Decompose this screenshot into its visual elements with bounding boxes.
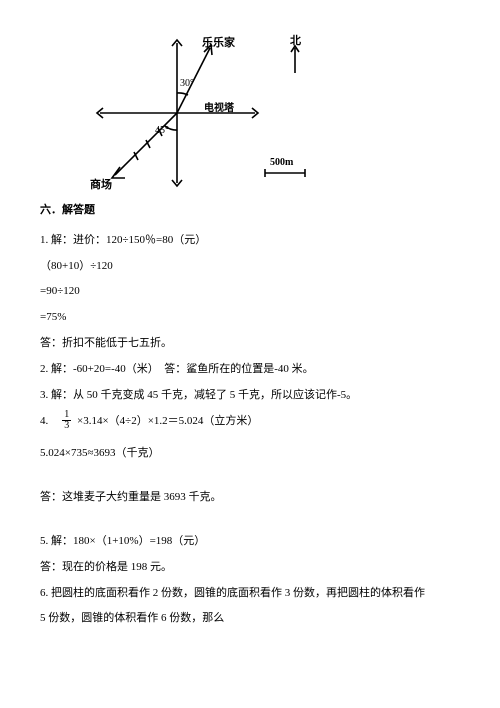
- label-north: 北: [290, 32, 301, 52]
- q4-answer: 答：这堆麦子大约重量是 3693 千克。: [40, 488, 452, 508]
- label-angle-top: 30°: [180, 75, 194, 93]
- label-tower: 电视塔: [204, 100, 234, 118]
- fraction-one-third: 13: [62, 410, 71, 431]
- label-angle-bottom: 45°: [155, 122, 169, 140]
- q1-line3: =90÷120: [40, 282, 452, 302]
- frac-den: 3: [62, 421, 71, 431]
- q1-line4: =75%: [40, 308, 452, 328]
- section-heading: 六．解答题: [40, 201, 452, 221]
- q4-line2: 5.024×735≈3693（千克）: [40, 444, 452, 464]
- q6-line1: 6. 把圆柱的底面积看作 2 份数，圆锥的底面积看作 3 份数，再把圆柱的体积看…: [40, 584, 452, 604]
- q1-line1: 1. 解：进价：120÷150％=80（元）: [40, 231, 452, 251]
- label-home: 乐乐家: [202, 34, 235, 54]
- label-scale: 500m: [270, 154, 293, 172]
- q4-prefix: 4.: [40, 415, 59, 427]
- q4-line1: 4. 13 ×3.14×（4÷2）×1.2＝5.024（立方米）: [40, 411, 452, 432]
- direction-diagram: 乐乐家 北 电视塔 商场 30° 45° 500m: [70, 28, 330, 193]
- page: 乐乐家 北 电视塔 商场 30° 45° 500m 六．解答题 1. 解：进价：…: [0, 0, 500, 708]
- q6-line2: 5 份数，圆锥的体积看作 6 份数，那么: [40, 609, 452, 629]
- q1-answer: 答：折扣不能低于七五折。: [40, 334, 452, 354]
- q3-text: 3. 解：从 50 千克变成 45 千克，减轻了 5 千克，所以应该记作-5。: [40, 386, 452, 406]
- q1-line2: （80+10）÷120: [40, 257, 452, 277]
- q4-after: ×3.14×（4÷2）×1.2＝5.024（立方米）: [74, 415, 258, 427]
- q5-answer: 答：现在的价格是 198 元。: [40, 558, 452, 578]
- q2-text: 2. 解：-60+20=-40（米） 答：鲨鱼所在的位置是-40 米。: [40, 360, 452, 380]
- q5-line1: 5. 解：180×（1+10%）=198（元）: [40, 532, 452, 552]
- label-mall: 商场: [90, 176, 112, 196]
